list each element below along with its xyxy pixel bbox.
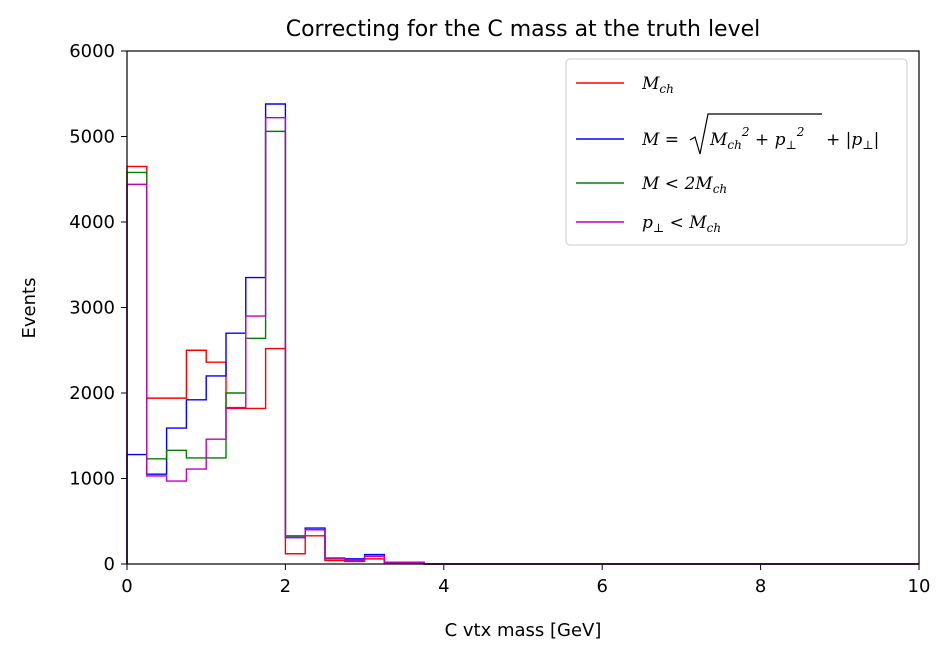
- x-tick-label: 8: [755, 576, 766, 597]
- x-tick-label: 0: [121, 576, 132, 597]
- y-tick-label: 1000: [69, 469, 115, 490]
- y-tick-label: 2000: [69, 383, 115, 404]
- legend-label-m-formula: M = Mch2 + p⊥2 + |p⊥|: [641, 113, 879, 155]
- plot-frame: [126, 50, 920, 565]
- histogram-step-line: [126, 165, 919, 565]
- legend-box: [565, 58, 908, 246]
- x-axis-title: C vtx mass [GeV]: [445, 620, 602, 641]
- x-tick-label: 2: [280, 576, 291, 597]
- histogram-step-line: [126, 116, 919, 565]
- x-tick-label: 4: [438, 576, 449, 597]
- y-tick-label: 3000: [69, 298, 115, 319]
- y-axis-title: Events: [19, 278, 40, 339]
- chart-title: Correcting for the C mass at the truth l…: [286, 17, 761, 42]
- x-tick-label: 6: [596, 576, 607, 597]
- y-tick-label: 6000: [69, 41, 115, 62]
- series-1: [126, 165, 919, 565]
- y-tick-label: 0: [104, 554, 115, 575]
- svg-text:M =: M =: [641, 130, 679, 150]
- x-tick-label: 10: [908, 576, 931, 597]
- y-tick-label: 5000: [69, 127, 115, 148]
- legend: Mch M = Mch2 + p⊥2 + |p⊥| M < 2Mch p⊥ < …: [565, 58, 908, 246]
- axes: 0 2 4 6 8 10 0 1000 2000 3000 4000 5000 6000: [69, 41, 930, 597]
- series-layer: [126, 103, 919, 565]
- legend-label-m-lt-2mch: M < 2Mch: [641, 174, 727, 196]
- series-4: [126, 116, 919, 565]
- y-tick-label: 4000: [69, 212, 115, 233]
